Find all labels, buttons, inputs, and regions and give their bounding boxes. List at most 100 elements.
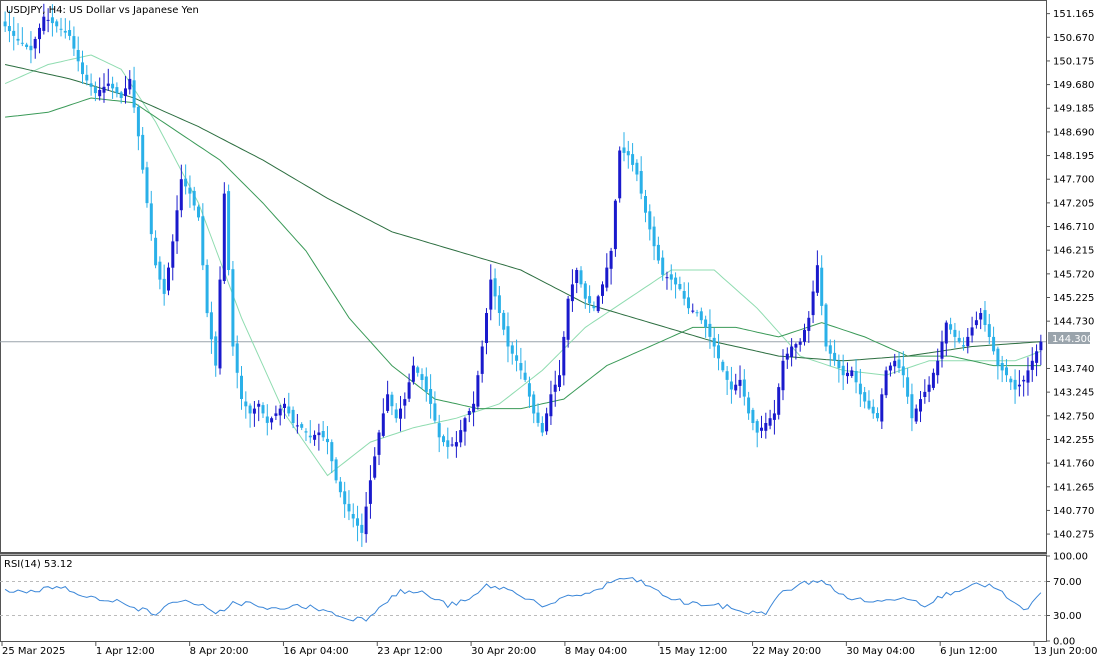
candle-body (287, 406, 291, 414)
candle-body (837, 360, 841, 368)
candle (880, 388, 884, 429)
candle-body (330, 442, 334, 462)
candle (807, 311, 811, 343)
candle (476, 370, 480, 410)
candle-body (940, 341, 944, 359)
candle-body (3, 21, 7, 27)
candle-body (588, 296, 592, 304)
candle-body (1022, 379, 1026, 382)
candle-body (261, 405, 265, 414)
candle-body (154, 237, 158, 266)
candle-body (979, 313, 983, 320)
candle (532, 391, 536, 424)
candle-body (55, 21, 59, 27)
candle-body (880, 394, 884, 422)
price-tick-label: 147.205 (1053, 198, 1094, 209)
candle-body (218, 279, 222, 369)
candle (983, 301, 987, 332)
candle-body (738, 379, 742, 386)
candle-body (751, 409, 755, 423)
candle-body (820, 267, 824, 306)
candle (93, 81, 97, 102)
candle (257, 400, 261, 422)
candle (777, 383, 781, 420)
candle-body (235, 343, 239, 373)
candle-body (704, 319, 708, 328)
candle-body (863, 392, 867, 402)
candle (661, 250, 665, 281)
candle (549, 380, 553, 425)
candle (283, 397, 286, 419)
candle-body (609, 250, 613, 269)
candle-body (188, 187, 192, 194)
candle (858, 368, 862, 407)
candle-body (338, 481, 342, 493)
candle-body (89, 83, 93, 87)
candle (876, 407, 879, 422)
candle-body (725, 371, 729, 380)
candle-body (635, 162, 639, 175)
price-tick-label: 149.185 (1053, 104, 1094, 115)
candle-body (356, 518, 359, 526)
candle (59, 17, 63, 37)
candle (343, 481, 347, 518)
candle (914, 404, 918, 424)
candle-body (1039, 341, 1043, 351)
candle-body (42, 16, 46, 31)
candle-body (291, 409, 295, 423)
main-plot[interactable] (0, 3, 1046, 547)
candle (313, 430, 317, 446)
candle-body (717, 345, 720, 359)
candle (433, 391, 437, 424)
rsi-plot[interactable] (0, 577, 1046, 622)
candle (115, 82, 119, 98)
candle-body (304, 431, 308, 433)
candle-body (136, 106, 140, 137)
candle (622, 132, 626, 162)
candle (837, 354, 841, 383)
candle-body (622, 147, 626, 153)
candle (407, 373, 411, 403)
candle-body (545, 413, 549, 432)
candle-body (910, 394, 914, 419)
candle-body (605, 267, 609, 288)
candle-body (115, 87, 119, 94)
candle (394, 403, 398, 423)
candle-body (515, 355, 519, 361)
candle-body (446, 440, 450, 447)
candle (760, 415, 763, 439)
candle-body (970, 327, 974, 336)
candle-body (884, 370, 888, 396)
candle-body (46, 19, 50, 21)
candle (485, 308, 488, 355)
candle (931, 368, 935, 391)
candle (12, 16, 16, 51)
candle-body (63, 30, 67, 33)
candle (867, 390, 871, 411)
candle (227, 184, 231, 276)
candle (742, 369, 746, 406)
candle (996, 346, 1000, 380)
price-tick-label: 146.215 (1053, 246, 1094, 257)
candle (368, 465, 372, 519)
ma-mid-line (5, 97, 1041, 410)
candle (222, 182, 226, 284)
candle-body (721, 361, 725, 371)
candle-body (98, 90, 102, 97)
rsi-tick-label: 30.00 (1053, 611, 1082, 622)
candle (691, 303, 695, 314)
candle-body (966, 336, 970, 347)
candle (252, 400, 256, 427)
candle (936, 348, 940, 384)
candle (399, 395, 402, 432)
candle-body (394, 409, 398, 419)
candle (128, 70, 132, 95)
candle-body (360, 524, 364, 533)
candle-body (416, 367, 420, 373)
candle (33, 36, 37, 59)
candle (136, 104, 140, 151)
candle-body (424, 376, 428, 392)
candle-body (665, 277, 669, 279)
candle (132, 66, 136, 114)
